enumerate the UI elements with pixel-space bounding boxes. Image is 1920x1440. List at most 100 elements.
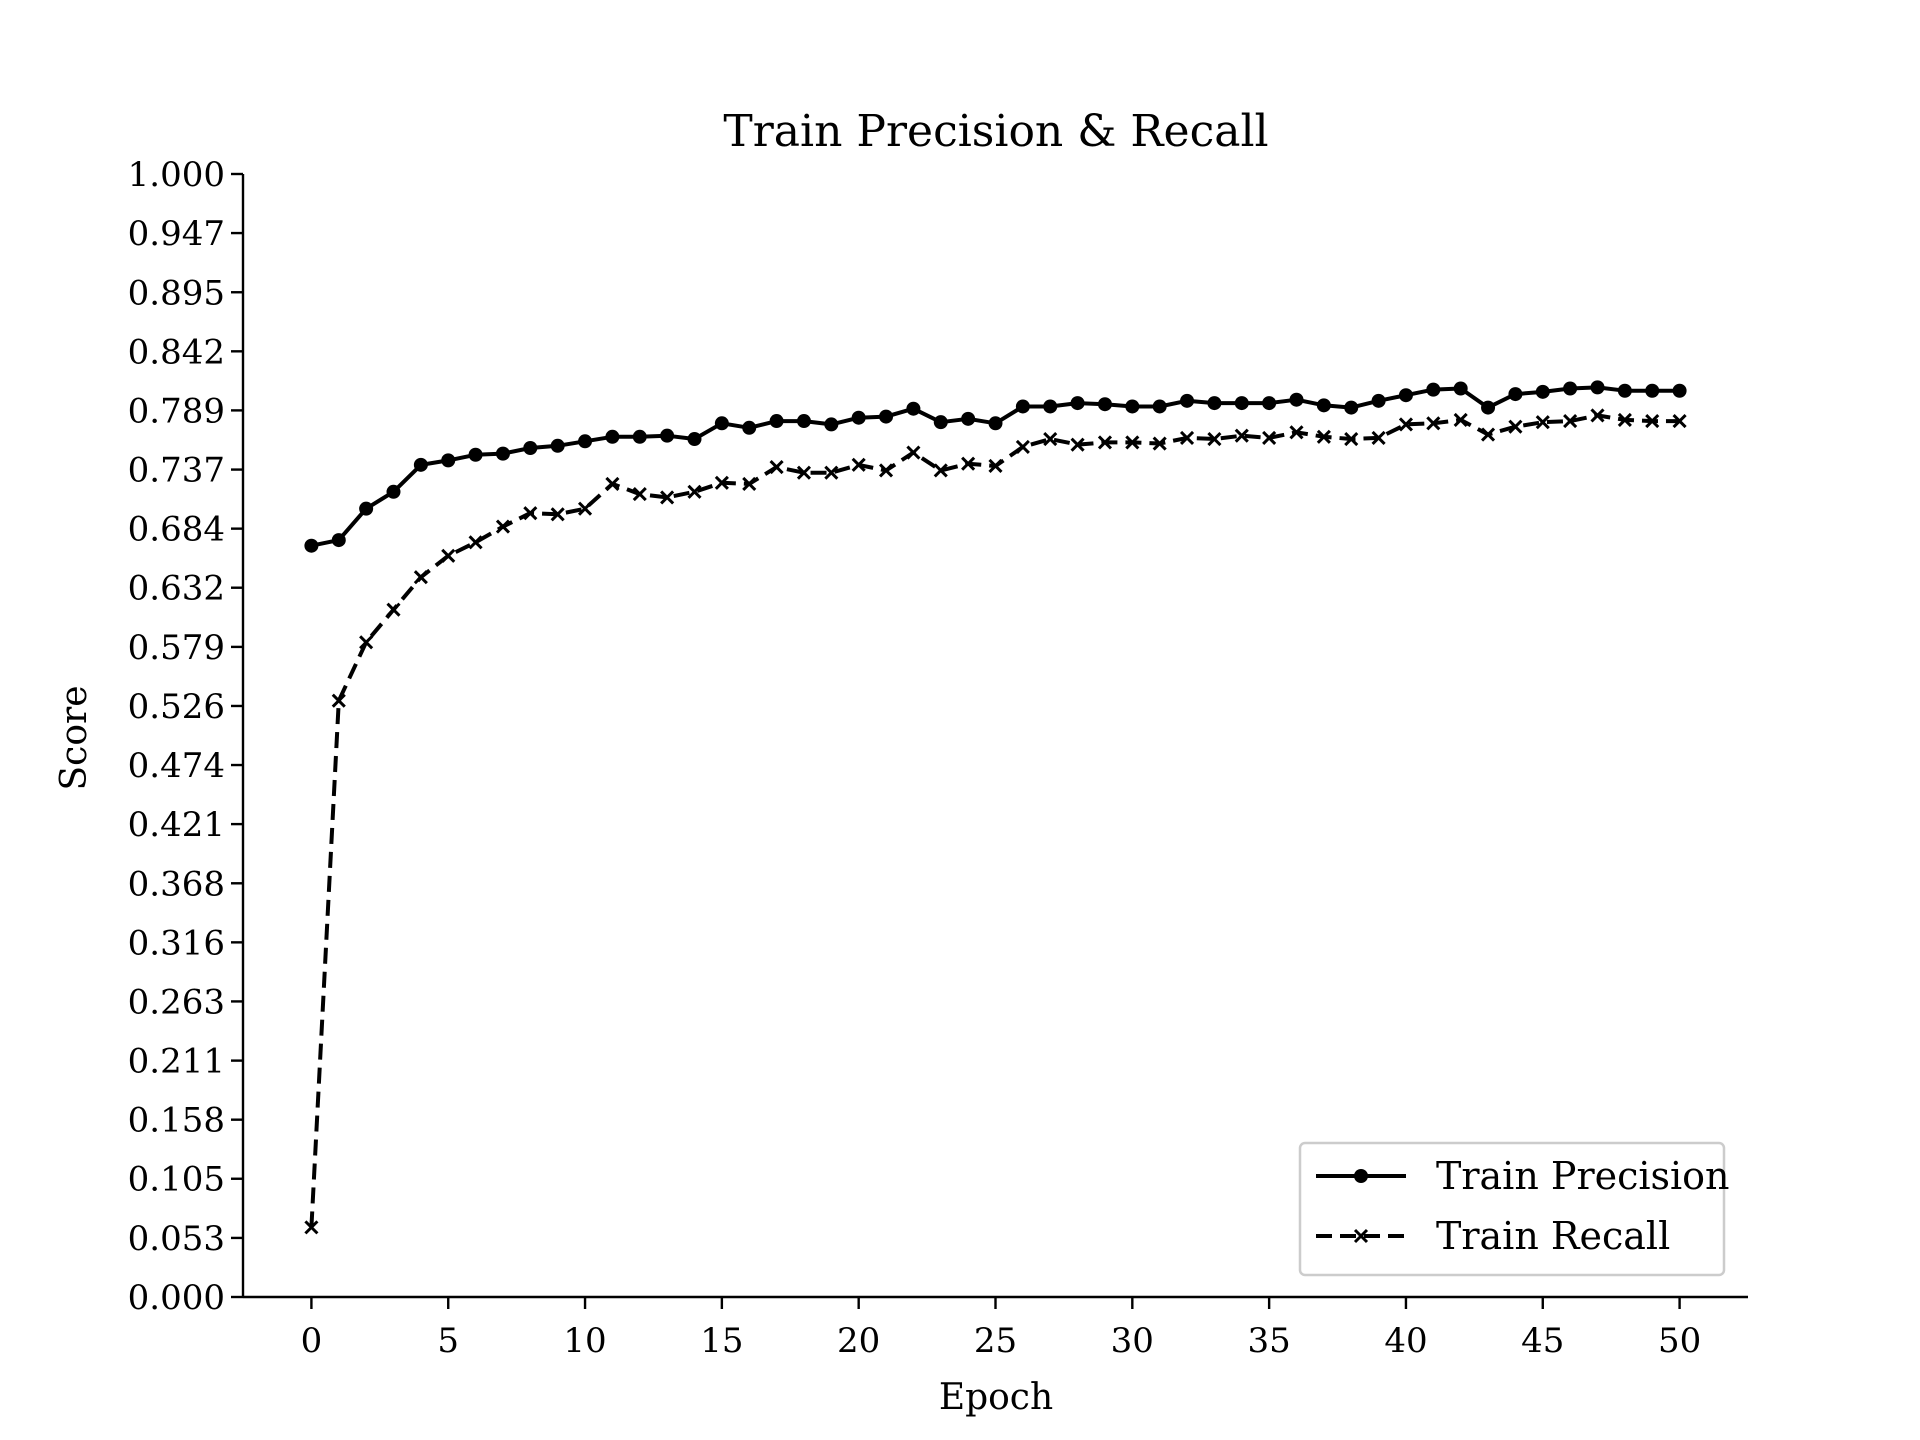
x-axis-label: Epoch (939, 1377, 1053, 1418)
legend-label-recall: Train Recall (1436, 1214, 1670, 1258)
x-tick-label: 20 (837, 1321, 880, 1361)
x-tick-label: 10 (563, 1321, 606, 1361)
legend-marker-precision (1354, 1169, 1368, 1183)
data-point-train-precision (1070, 396, 1085, 411)
data-point-train-recall (1590, 408, 1605, 423)
legend-marker-recall (1353, 1228, 1369, 1244)
data-point-train-precision (660, 428, 675, 443)
data-point-train-recall (769, 460, 784, 475)
y-tick-label: 1.000 (128, 155, 225, 195)
y-tick-label: 0.105 (128, 1160, 225, 1200)
data-point-train-recall (1152, 436, 1167, 451)
x-tick-label: 25 (974, 1321, 1017, 1361)
data-point-train-precision (1125, 399, 1140, 414)
data-point-train-precision (550, 438, 565, 453)
y-tick-label: 0.895 (128, 273, 225, 313)
data-point-train-precision (578, 434, 593, 449)
data-point-train-precision (413, 457, 428, 472)
legend: Train Precision Train Recall (1298, 1141, 1730, 1277)
series-train-recall (304, 408, 1687, 1235)
x-tick-label: 30 (1111, 1321, 1154, 1361)
data-point-train-recall (1015, 439, 1030, 454)
data-point-train-recall (1262, 430, 1277, 445)
data-point-train-precision (851, 410, 866, 425)
data-point-train-recall (1043, 431, 1058, 447)
data-point-train-recall (1207, 431, 1222, 447)
y-tick-label: 0.474 (128, 746, 225, 786)
data-point-train-precision (1289, 392, 1304, 407)
y-tick-label: 0.526 (128, 687, 225, 727)
data-point-train-precision (1426, 382, 1441, 397)
y-axis-label: Score (54, 685, 95, 790)
data-point-train-precision (495, 446, 510, 461)
data-point-train-precision (933, 415, 948, 430)
data-point-train-recall (413, 570, 428, 585)
data-point-train-recall (550, 507, 565, 522)
data-point-train-recall (660, 490, 675, 505)
x-tick-label: 0 (301, 1321, 323, 1361)
y-tick-label: 0.579 (128, 628, 225, 668)
y-tick-label: 0.368 (128, 864, 225, 904)
data-point-train-recall (386, 602, 401, 617)
data-point-train-recall (304, 1220, 319, 1235)
data-point-train-recall (359, 635, 374, 650)
data-point-train-recall (1645, 413, 1660, 429)
chart-title: Train Precision & Recall (723, 106, 1268, 157)
data-point-train-recall (1344, 431, 1359, 447)
y-tick-label: 0.263 (128, 982, 225, 1022)
data-point-train-precision (359, 501, 374, 516)
data-point-train-precision (1508, 387, 1523, 402)
y-tick-label: 0.316 (128, 923, 225, 963)
data-point-train-recall (1289, 425, 1304, 440)
data-point-train-precision (1234, 396, 1249, 411)
y-tick-label: 0.842 (128, 332, 225, 372)
data-point-train-precision (906, 401, 921, 416)
data-point-train-recall (1179, 430, 1195, 445)
data-point-train-recall (1535, 415, 1550, 430)
data-point-train-precision (331, 533, 346, 548)
data-point-train-precision (386, 484, 401, 499)
data-point-train-precision (1371, 393, 1386, 408)
legend-item-train-recall: Train Recall (1316, 1214, 1670, 1258)
data-point-train-recall (1672, 413, 1687, 429)
series-layer (304, 380, 1687, 1235)
data-point-train-precision (1535, 384, 1550, 399)
legend-item-train-precision: Train Precision (1316, 1154, 1730, 1198)
y-tick-label: 0.789 (128, 391, 225, 431)
data-point-train-recall (1070, 437, 1085, 452)
data-point-train-precision (1097, 397, 1112, 412)
data-point-train-recall (796, 465, 812, 480)
data-point-train-precision (1043, 399, 1058, 414)
data-point-train-recall (988, 458, 1003, 474)
data-point-train-precision (687, 432, 702, 447)
series-train-precision (304, 380, 1687, 553)
data-point-train-recall (495, 519, 511, 534)
y-tick-label: 0.158 (128, 1101, 225, 1141)
y-tick-label: 0.000 (128, 1278, 225, 1318)
data-point-train-precision (1344, 400, 1359, 415)
y-tick-label: 0.737 (128, 451, 225, 491)
data-point-train-precision (1617, 383, 1632, 398)
data-point-train-precision (1645, 383, 1660, 398)
data-point-train-recall (961, 456, 976, 471)
data-point-train-precision (769, 414, 784, 429)
data-point-train-recall (1371, 430, 1386, 445)
legend-label-precision: Train Precision (1436, 1154, 1730, 1198)
data-point-train-precision (988, 416, 1003, 431)
data-point-train-precision (1453, 381, 1468, 396)
data-point-train-precision (304, 538, 319, 553)
plot-area: 0.000 0.053 0.105 0.158 0.211 0.263 0.316 0.368… (128, 155, 1748, 1361)
data-point-train-recall (742, 476, 757, 492)
y-tick-label: 0.947 (128, 214, 225, 254)
data-point-train-recall (933, 463, 948, 478)
data-point-train-precision (879, 409, 894, 424)
data-point-train-precision (441, 453, 456, 468)
data-point-train-precision (824, 417, 839, 432)
y-tick-label: 0.211 (128, 1042, 225, 1082)
data-point-train-recall (468, 535, 483, 550)
data-point-train-recall (878, 463, 894, 478)
x-tick-label: 40 (1384, 1321, 1427, 1361)
data-point-train-precision (1398, 388, 1413, 403)
data-point-train-precision (1316, 398, 1331, 413)
